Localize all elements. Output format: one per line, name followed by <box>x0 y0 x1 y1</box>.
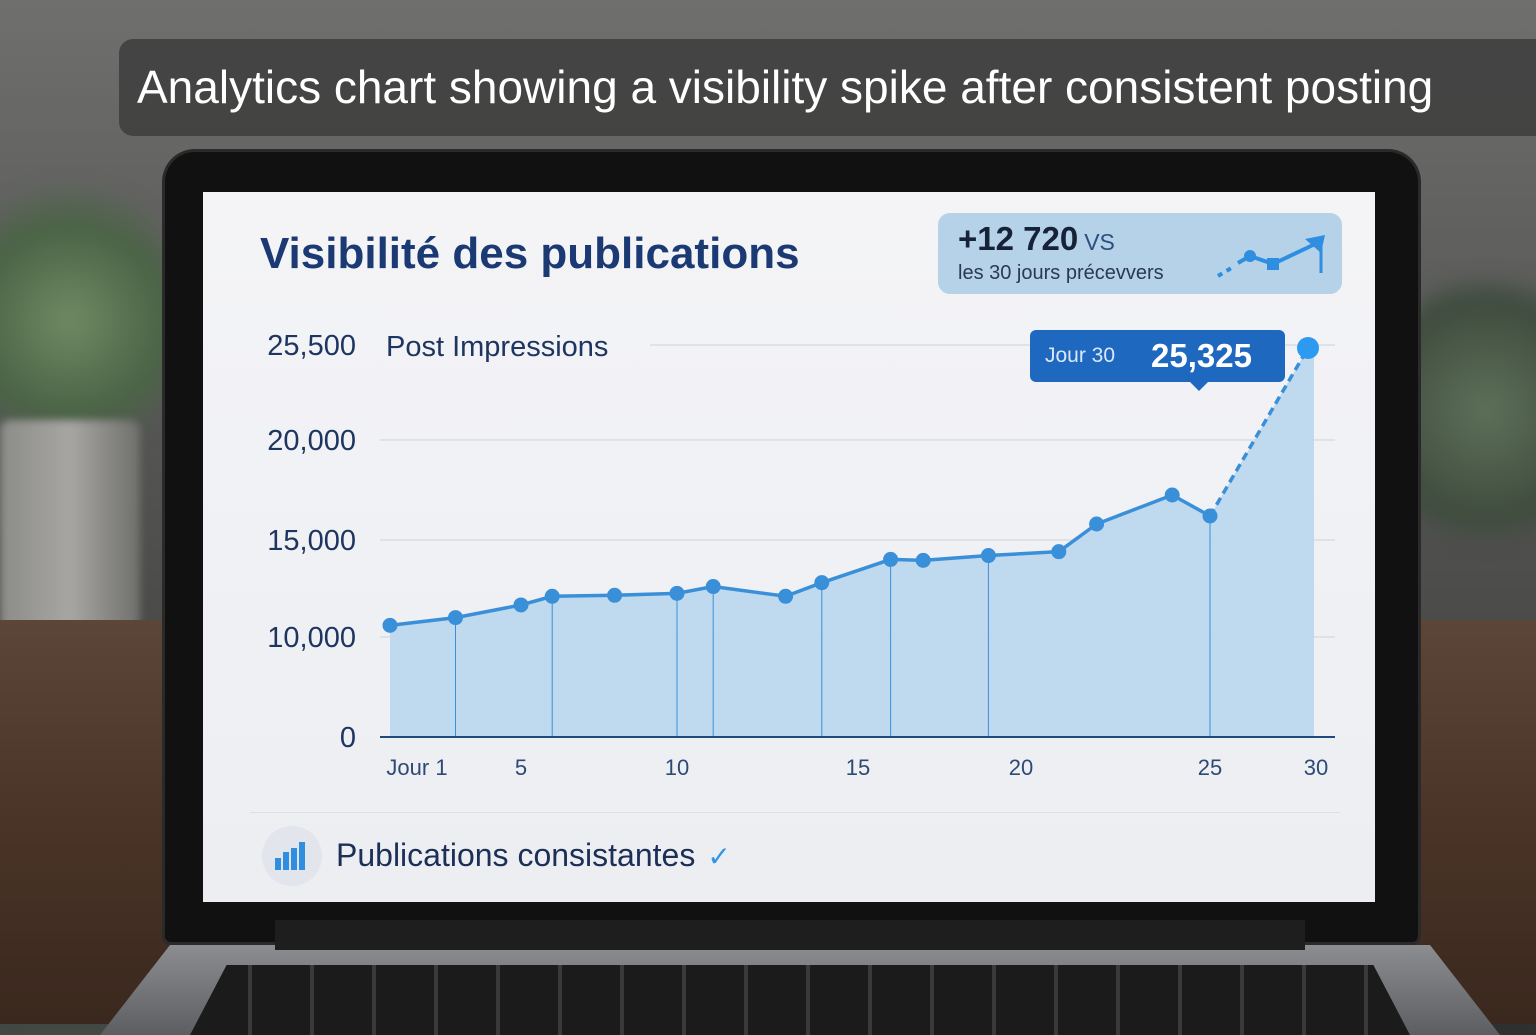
data-point <box>513 597 529 613</box>
x-tick-label: 30 <box>1304 755 1328 780</box>
data-point <box>1297 337 1319 360</box>
data-point <box>1089 516 1105 532</box>
summary-vs: VS <box>1084 229 1115 255</box>
data-point <box>448 610 463 626</box>
y-tick-label: 10,000 <box>267 622 356 654</box>
x-tick-label: 15 <box>846 755 870 780</box>
laptop-keyboard <box>190 965 1410 1035</box>
y-tick-label: 0 <box>340 722 356 754</box>
data-point <box>607 587 623 603</box>
x-tick-label: Jour 1 <box>386 755 447 780</box>
data-point <box>1202 508 1218 524</box>
data-point <box>1164 487 1180 503</box>
summary-delta-line: +12 720 VS <box>958 221 1115 260</box>
data-point <box>544 588 560 604</box>
series-label: Post Impressions <box>386 331 609 363</box>
footer: Publications consistantes ✓ <box>336 836 731 876</box>
trend-up-arrow-icon <box>1216 235 1325 278</box>
series-line-dashed <box>1208 347 1310 517</box>
background-plant-right <box>1396 250 1536 570</box>
x-tick-label: 20 <box>1009 755 1033 780</box>
checkmark-icon: ✓ <box>707 841 731 872</box>
summary-period: les 30 jours précevvers <box>958 262 1164 284</box>
area-fill <box>390 348 1314 737</box>
data-point <box>1051 544 1067 560</box>
y-tick-label: 25,500 <box>267 330 356 362</box>
tooltip: Jour 30 25,325 <box>1030 330 1285 391</box>
divider <box>250 812 1340 813</box>
y-tick-label: 20,000 <box>267 425 356 457</box>
data-point <box>915 552 931 568</box>
caption-banner: Analytics chart showing a visibility spi… <box>119 39 1536 136</box>
data-point <box>778 588 794 604</box>
x-tick-label: 10 <box>665 755 689 780</box>
series-line <box>389 493 1211 628</box>
x-tick-label: 5 <box>515 755 527 780</box>
caption-text: Analytics chart showing a visibility spi… <box>137 61 1434 113</box>
plant-pot <box>0 420 140 650</box>
summary-delta: +12 720 <box>958 220 1079 257</box>
data-point <box>382 617 398 633</box>
data-point <box>980 548 996 564</box>
laptop-hinge <box>275 920 1305 950</box>
data-point <box>669 585 685 601</box>
x-tick-label: 25 <box>1198 755 1222 780</box>
bar-chart-icon <box>262 826 322 886</box>
tooltip-value: 25,325 <box>1151 337 1252 374</box>
data-point <box>883 551 899 567</box>
y-tick-label: 15,000 <box>267 525 356 557</box>
data-point <box>705 579 721 595</box>
footer-label: Publications consistantes <box>336 837 696 873</box>
page-title: Visibilité des publications <box>260 229 800 278</box>
data-point <box>814 575 830 591</box>
summary-badge: +12 720 VS les 30 jours précevvers <box>938 213 1342 294</box>
tooltip-day: Jour 30 <box>1045 344 1116 367</box>
